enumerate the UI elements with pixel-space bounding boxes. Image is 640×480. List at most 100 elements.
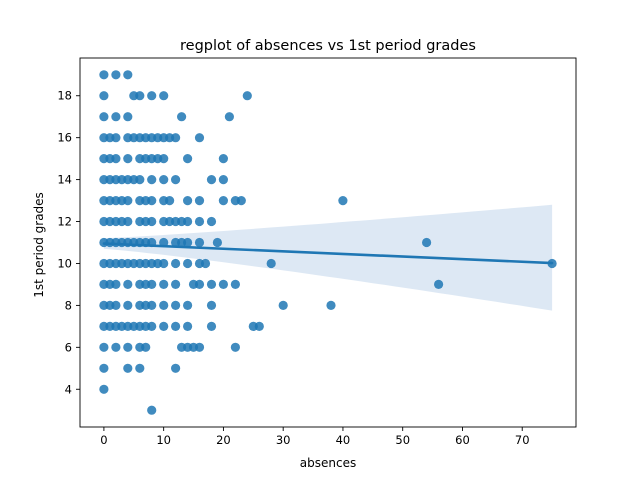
scatter-point [159, 321, 169, 331]
scatter-point [99, 342, 109, 352]
scatter-point [183, 321, 193, 331]
scatter-point [123, 112, 133, 122]
scatter-point [147, 175, 157, 185]
scatter-point [99, 70, 109, 80]
scatter-point [99, 384, 109, 394]
scatter-point [254, 321, 264, 331]
scatter-point [159, 175, 169, 185]
scatter-point [111, 133, 121, 143]
scatter-point [200, 258, 211, 269]
scatter-points-layer [99, 70, 557, 415]
x-tick-label: 50 [395, 433, 410, 447]
scatter-point [242, 91, 252, 101]
x-tick-label: 10 [156, 433, 171, 447]
scatter-point [171, 321, 181, 331]
scatter-point [141, 342, 151, 352]
scatter-point [183, 237, 193, 248]
scatter-point [123, 342, 133, 352]
scatter-point [123, 154, 133, 164]
x-tick-label: 60 [455, 433, 470, 447]
scatter-point [183, 196, 193, 206]
scatter-point [171, 258, 181, 269]
y-axis-label: 1st period grades [32, 192, 46, 298]
y-tick-label: 14 [57, 173, 72, 187]
scatter-point [123, 216, 133, 227]
scatter-point [171, 175, 181, 185]
scatter-point [422, 237, 432, 248]
y-tick-label: 10 [57, 256, 72, 270]
scatter-point [218, 154, 228, 164]
scatter-point [177, 112, 187, 122]
scatter-point [111, 154, 121, 164]
scatter-point [171, 363, 181, 373]
plot-frame [79, 57, 577, 428]
scatter-point [194, 196, 205, 206]
scatter-point [206, 175, 217, 185]
scatter-point [171, 279, 181, 289]
scatter-point [123, 279, 133, 289]
scatter-point [224, 112, 234, 122]
scatter-point [266, 258, 276, 269]
scatter-point [159, 258, 169, 269]
scatter-point [183, 300, 193, 310]
scatter-point [218, 175, 228, 185]
y-tick-label: 6 [65, 340, 72, 354]
scatter-point [218, 279, 228, 289]
scatter-point [147, 216, 157, 227]
scatter-point [123, 363, 133, 373]
scatter-point [111, 300, 121, 310]
scatter-point [135, 175, 145, 185]
scatter-point [206, 321, 217, 331]
scatter-point [326, 300, 336, 310]
regression-line-layer [102, 242, 554, 265]
scatter-point [135, 91, 145, 101]
x-tick-label: 30 [276, 433, 291, 447]
y-tick-label: 4 [65, 382, 72, 396]
scatter-point [123, 300, 133, 310]
scatter-point [183, 154, 193, 164]
scatter-point [338, 196, 348, 206]
scatter-point [194, 237, 205, 248]
scatter-point [123, 196, 133, 206]
scatter-point [194, 133, 205, 143]
scatter-point [99, 112, 109, 122]
scatter-point [206, 300, 217, 310]
scatter-point [147, 91, 157, 101]
scatter-point [236, 196, 246, 206]
y-tick-label: 8 [65, 298, 72, 312]
scatter-point [147, 279, 157, 289]
scatter-point [171, 300, 181, 310]
scatter-point [99, 363, 109, 373]
regression-line [102, 242, 554, 265]
scatter-point [171, 133, 181, 143]
scatter-point [159, 279, 169, 289]
chart-title: regplot of absences vs 1st period grades [180, 38, 476, 54]
scatter-point [278, 300, 288, 310]
scatter-point [111, 112, 121, 122]
scatter-point [218, 196, 228, 206]
scatter-point [194, 342, 205, 352]
scatter-point [230, 279, 240, 289]
scatter-point [159, 154, 169, 164]
scatter-point [147, 300, 157, 310]
x-axis-label: absences [300, 456, 356, 470]
scatter-point [135, 363, 145, 373]
scatter-point [206, 216, 217, 227]
scatter-point [123, 70, 133, 80]
scatter-point [99, 91, 109, 101]
scatter-point [230, 342, 240, 352]
scatter-point [111, 342, 121, 352]
scatter-point [147, 321, 157, 331]
scatter-point [111, 70, 121, 80]
x-tick-label: 70 [515, 433, 530, 447]
scatter-point [159, 91, 169, 101]
x-tick-label: 40 [336, 433, 351, 447]
scatter-point [206, 279, 217, 289]
y-tick-label: 18 [57, 89, 72, 103]
x-tick-label: 20 [216, 433, 231, 447]
x-tick-label: 0 [100, 433, 107, 447]
scatter-point [194, 279, 205, 289]
scatter-point [434, 279, 444, 289]
scatter-point [212, 237, 222, 248]
